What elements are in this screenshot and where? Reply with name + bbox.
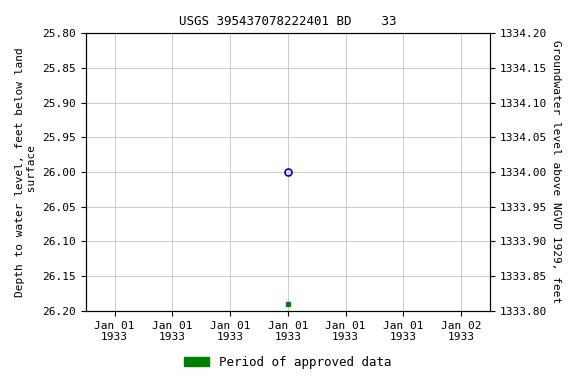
Legend: Period of approved data: Period of approved data <box>179 351 397 374</box>
Y-axis label: Depth to water level, feet below land
 surface: Depth to water level, feet below land su… <box>15 47 37 297</box>
Title: USGS 395437078222401 BD    33: USGS 395437078222401 BD 33 <box>179 15 397 28</box>
Y-axis label: Groundwater level above NGVD 1929, feet: Groundwater level above NGVD 1929, feet <box>551 40 561 304</box>
